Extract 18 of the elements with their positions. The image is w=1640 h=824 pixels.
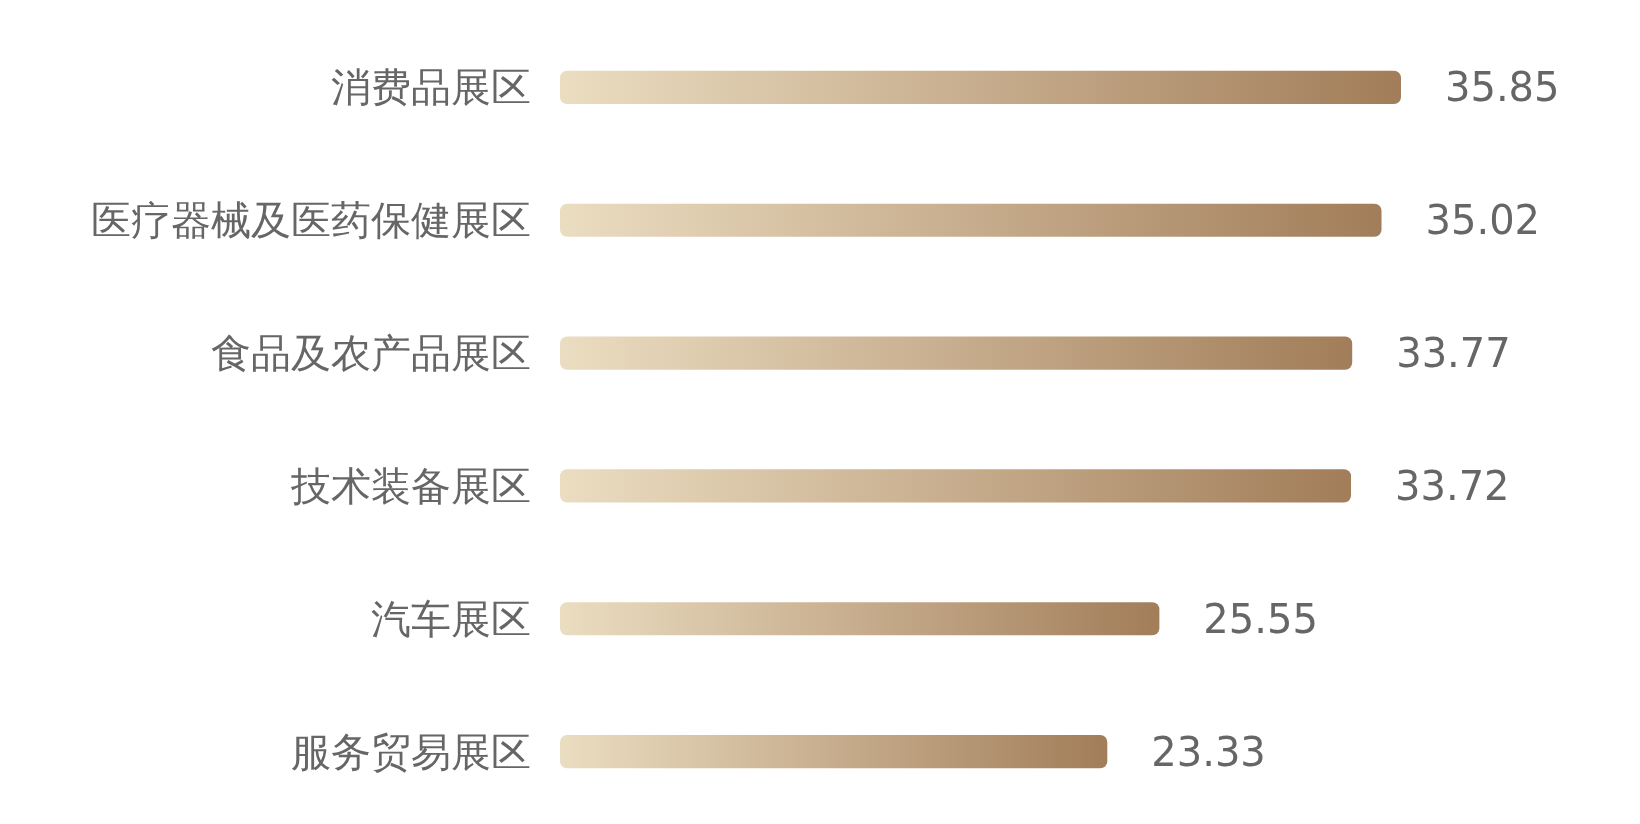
y-tick-label: 医疗器械及医药保健展区 — [91, 197, 531, 244]
bar — [560, 602, 1160, 636]
data-label: 33.77 — [1396, 330, 1511, 377]
y-tick-label: 汽车展区 — [371, 595, 531, 642]
bar — [560, 469, 1352, 503]
bar — [560, 203, 1382, 237]
data-label: 35.85 — [1445, 64, 1560, 111]
data-label: 33.72 — [1395, 462, 1510, 509]
y-tick-label: 服务贸易展区 — [291, 728, 531, 775]
bar — [560, 70, 1401, 105]
y-tick-label: 食品及农产品展区 — [211, 330, 531, 377]
y-tick-label: 消费品展区 — [331, 64, 531, 111]
bar — [560, 734, 1108, 769]
y-tick-label: 技术装备展区 — [290, 462, 531, 509]
data-label: 25.55 — [1203, 595, 1318, 642]
data-label: 23.33 — [1151, 728, 1266, 775]
bar — [560, 336, 1353, 370]
data-label: 35.02 — [1425, 197, 1541, 244]
